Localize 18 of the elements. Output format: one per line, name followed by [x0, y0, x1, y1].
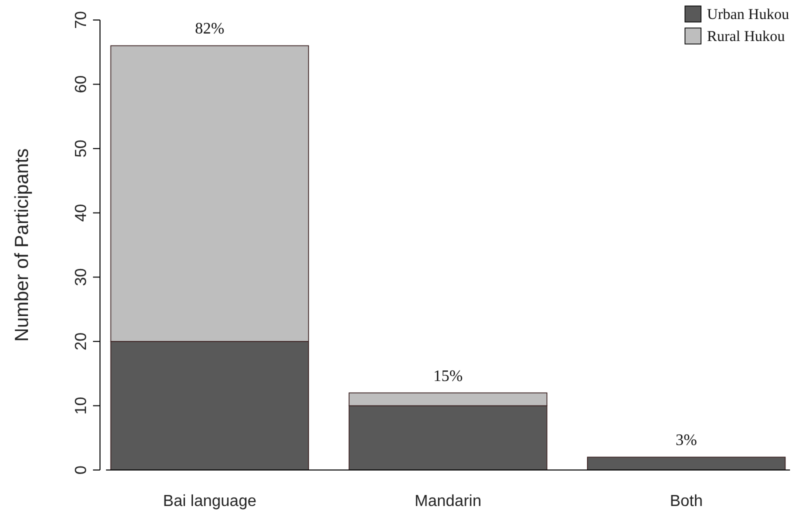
y-tick-label: 60 — [73, 75, 90, 94]
legend-label: Urban Hukou — [707, 7, 790, 23]
annotation: 82% — [195, 20, 224, 38]
y-tick-label: 0 — [73, 465, 90, 474]
x-tick-label: Both — [670, 493, 703, 510]
legend-label: Rural Hukou — [707, 29, 786, 45]
y-tick-label: 10 — [73, 396, 90, 415]
y-axis-title: Number of Participants — [12, 148, 33, 342]
y-tick-label: 20 — [73, 332, 90, 350]
y-tick-label: 50 — [73, 140, 90, 158]
x-tick-label: Bai language — [162, 493, 256, 510]
y-tick-label: 30 — [73, 268, 90, 286]
y-tick-label: 40 — [73, 204, 90, 222]
y-tick-label: 70 — [73, 11, 90, 29]
x-tick-label: Mandarin — [414, 493, 482, 510]
bar — [587, 456, 786, 470]
annotation: 15% — [433, 368, 463, 385]
annotation: 3% — [676, 432, 697, 450]
